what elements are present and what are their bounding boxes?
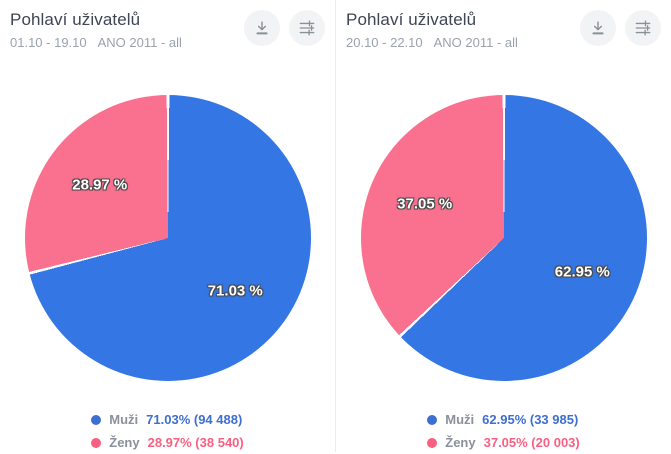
download-button[interactable]	[580, 10, 616, 46]
panel-actions	[580, 8, 661, 46]
pie-chart[interactable]: 71.03 % 28.97 %	[24, 95, 311, 381]
page-title: Pohlaví uživatelů	[10, 10, 141, 29]
legend-dot-muzi	[91, 414, 102, 425]
legend-dot-zeny	[91, 437, 102, 448]
legend-label: Muži	[445, 412, 475, 427]
panel-header: Pohlaví uživatelů 20.10 - 22.10 ANO 2011 …	[336, 0, 671, 52]
legend-value: 28.97% (38 540)	[147, 435, 244, 450]
pie-chart-area: 71.03 % 28.97 %	[24, 95, 311, 381]
legend-item-muzi[interactable]: Muži 71.03% (94 488)	[91, 408, 243, 431]
panel-actions	[244, 8, 325, 46]
legend-label: Ženy	[109, 435, 140, 450]
legend-value: 71.03% (94 488)	[146, 412, 243, 427]
chart-legend: Muži 71.03% (94 488) Ženy 28.97% (38 540…	[91, 408, 244, 454]
legend-dot-muzi	[427, 414, 438, 425]
panel-titles: Pohlaví uživatelů 01.10 - 19.10 ANO 2011 …	[10, 8, 182, 52]
legend-dot-zeny	[427, 437, 438, 448]
dataset-label: ANO 2011 - all	[433, 35, 518, 50]
slice-label: 71.03 %	[207, 282, 263, 300]
panel-period-2: Pohlaví uživatelů 20.10 - 22.10 ANO 2011 …	[335, 0, 671, 452]
date-range: 01.10 - 19.10	[10, 35, 87, 50]
filter-button[interactable]	[625, 10, 661, 46]
legend-item-zeny[interactable]: Ženy 37.05% (20 003)	[427, 431, 580, 454]
download-icon	[256, 21, 268, 35]
legend-label: Muži	[109, 412, 139, 427]
sliders-icon	[299, 20, 315, 36]
chart-legend: Muži 62.95% (33 985) Ženy 37.05% (20 003…	[427, 408, 580, 454]
panel-titles: Pohlaví uživatelů 20.10 - 22.10 ANO 2011 …	[346, 8, 518, 52]
legend-label: Ženy	[445, 435, 476, 450]
panel-header: Pohlaví uživatelů 01.10 - 19.10 ANO 2011 …	[0, 0, 335, 52]
dataset-label: ANO 2011 - all	[97, 35, 182, 50]
page-title: Pohlaví uživatelů	[346, 10, 477, 29]
download-icon	[592, 21, 604, 35]
slice-label: 37.05 %	[397, 195, 453, 213]
sliders-icon	[635, 20, 651, 36]
date-range: 20.10 - 22.10	[346, 35, 423, 50]
pie-chart[interactable]: 62.95 % 37.05 %	[360, 95, 647, 381]
slice-label: 28.97 %	[72, 176, 128, 194]
legend-value: 62.95% (33 985)	[482, 412, 579, 427]
download-button[interactable]	[244, 10, 280, 46]
panel-subtitle: 01.10 - 19.10 ANO 2011 - all	[10, 34, 182, 52]
panel-period-1: Pohlaví uživatelů 01.10 - 19.10 ANO 2011 …	[0, 0, 335, 452]
slice-label: 62.95 %	[554, 263, 610, 281]
panel-subtitle: 20.10 - 22.10 ANO 2011 - all	[346, 34, 518, 52]
pie-chart-area: 62.95 % 37.05 %	[360, 95, 647, 381]
legend-item-muzi[interactable]: Muži 62.95% (33 985)	[427, 408, 579, 431]
legend-item-zeny[interactable]: Ženy 28.97% (38 540)	[91, 431, 244, 454]
legend-value: 37.05% (20 003)	[483, 435, 580, 450]
filter-button[interactable]	[289, 10, 325, 46]
